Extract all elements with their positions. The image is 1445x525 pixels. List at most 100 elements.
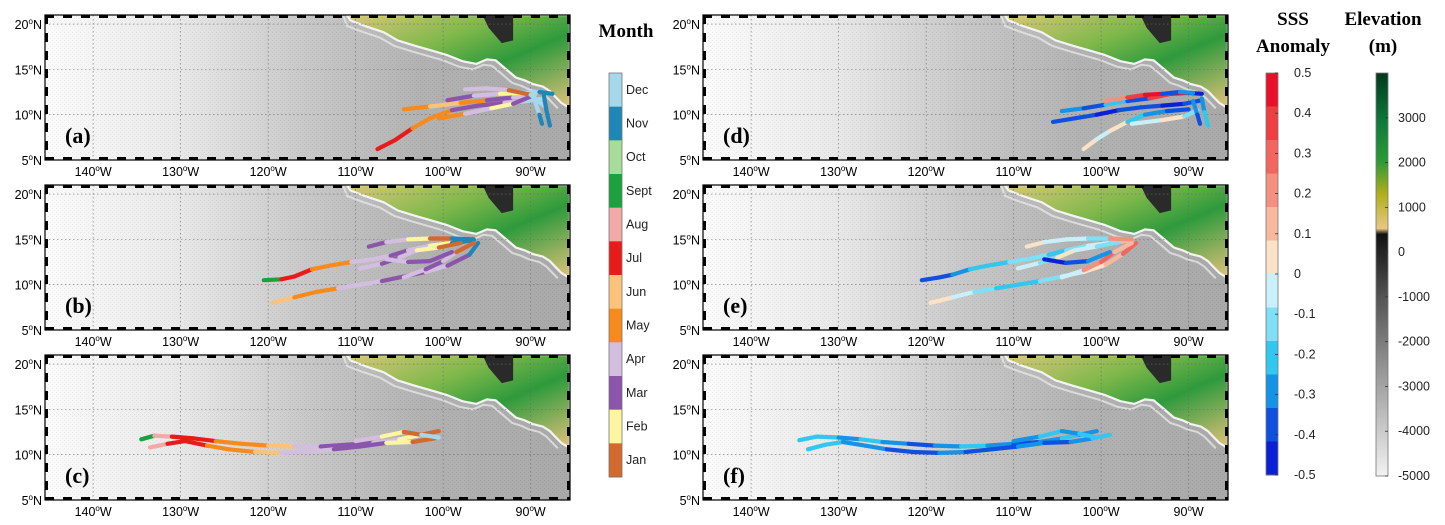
drifter-track-segment bbox=[454, 240, 476, 255]
lat-tick-label: 5oN bbox=[680, 153, 700, 168]
drifter-track-segment bbox=[541, 92, 549, 113]
drifter-track-segment bbox=[858, 437, 885, 445]
panel-label-d: (d) bbox=[723, 123, 750, 148]
drifter-track-segment bbox=[1046, 248, 1069, 257]
lat-tick-label: 5oN bbox=[680, 493, 700, 508]
month-colorbar-label: Dec bbox=[626, 83, 648, 97]
gulf-deep-water bbox=[1140, 15, 1172, 44]
drifter-track-segment bbox=[989, 444, 1021, 452]
drifter-track-segment bbox=[1094, 108, 1121, 117]
lat-tick-label: 10oN bbox=[15, 108, 42, 123]
drifter-track-segment bbox=[279, 449, 310, 455]
drifter-track-segment bbox=[1094, 128, 1113, 142]
sss-swatch bbox=[1266, 374, 1278, 409]
drifter-track-segment bbox=[1011, 434, 1043, 444]
lon-tick-label: 100oW bbox=[1083, 334, 1120, 349]
gulf-deep-water bbox=[482, 185, 514, 214]
lon-tick-label: 120oW bbox=[250, 164, 287, 179]
lat-tick-label: 15oN bbox=[15, 402, 42, 417]
drifter-track-segment bbox=[1098, 250, 1117, 265]
drifter-track-segment bbox=[379, 274, 406, 284]
month-colorbar-label: May bbox=[626, 319, 650, 333]
drifter-track-segment bbox=[436, 240, 463, 250]
drifter-track-segment bbox=[292, 267, 314, 279]
drifter-track-segment bbox=[1103, 98, 1130, 107]
drifter-track-segment bbox=[462, 86, 489, 92]
drifter-track-segment bbox=[1015, 260, 1043, 271]
drifter-track-segment bbox=[1059, 106, 1086, 114]
lon-tick-label: 130oW bbox=[820, 164, 857, 179]
drifter-track-segment bbox=[397, 248, 419, 260]
drifter-track-segment bbox=[1063, 259, 1091, 265]
drifter-track-segment bbox=[967, 263, 990, 272]
lon-tick-label: 140oW bbox=[733, 164, 770, 179]
elevation-colorbar-subtitle: (m) bbox=[1369, 36, 1397, 57]
drifter-track-segment bbox=[1107, 119, 1130, 134]
drifter-track-segment bbox=[1116, 105, 1143, 113]
sss-tick-label: -0.5 bbox=[1294, 468, 1316, 482]
drifter-track-segment bbox=[349, 257, 376, 265]
drifter-track-segment bbox=[985, 259, 1012, 268]
month-colorbar-label: Feb bbox=[626, 420, 648, 434]
drifter-track-segment bbox=[384, 237, 411, 245]
drifter-track-segment bbox=[1063, 236, 1091, 242]
map-panel-a: 140oW 130oW 120oW 110oW 100oW 90oW 20oN 15oN 10o… bbox=[15, 13, 572, 179]
drifter-track-segment bbox=[165, 439, 188, 446]
drifter-track-segment bbox=[139, 433, 157, 442]
drifter-track-segment bbox=[1081, 259, 1104, 273]
drifter-track-segment bbox=[928, 295, 955, 305]
drifter-track-segment bbox=[840, 439, 868, 448]
drifter-track-segment bbox=[814, 434, 841, 440]
lat-tick-label: 15oN bbox=[673, 62, 700, 77]
lon-tick-label: 90oW bbox=[516, 334, 546, 349]
drifter-tracks bbox=[139, 429, 441, 455]
drifter-track-segment bbox=[489, 101, 516, 111]
month-swatch bbox=[609, 409, 622, 444]
month-colorbar-label: Jun bbox=[626, 285, 646, 299]
lon-tick-label: 140oW bbox=[75, 504, 112, 519]
drifter-tracks bbox=[375, 86, 555, 152]
drifter-track-segment bbox=[1094, 240, 1121, 249]
month-swatch bbox=[609, 106, 622, 141]
lon-tick-label: 100oW bbox=[425, 164, 462, 179]
drifter-track-segment bbox=[1024, 240, 1047, 249]
lat-tick-label: 20oN bbox=[15, 357, 42, 372]
lat-tick-label: 10oN bbox=[15, 448, 42, 463]
lon-tick-label: 120oW bbox=[908, 504, 945, 519]
lon-tick-label: 110oW bbox=[338, 504, 374, 519]
drifter-track-segment bbox=[191, 436, 218, 444]
lon-tick-label: 90oW bbox=[516, 164, 546, 179]
drifter-track-segment bbox=[1103, 95, 1130, 104]
drifter-track-segment bbox=[1028, 252, 1051, 261]
drifter-track-segment bbox=[1164, 107, 1191, 114]
drifter-track-segment bbox=[910, 449, 942, 455]
drifter-track-segment bbox=[371, 253, 393, 262]
lon-tick-label: 120oW bbox=[250, 334, 287, 349]
month-swatch bbox=[609, 376, 622, 411]
month-swatch bbox=[609, 275, 622, 310]
drifter-track-segment bbox=[985, 441, 1016, 448]
land-mass bbox=[344, 13, 572, 111]
month-colorbar-label: Jul bbox=[626, 251, 642, 265]
lon-tick-label: 110oW bbox=[338, 334, 374, 349]
lat-tick-label: 10oN bbox=[673, 278, 700, 293]
drifter-track-segment bbox=[506, 88, 533, 97]
drifter-track-segment bbox=[406, 236, 433, 242]
drifter-track-segment bbox=[427, 250, 454, 264]
drifter-track-segment bbox=[366, 240, 389, 249]
lat-tick-label: 10oN bbox=[673, 108, 700, 123]
lon-tick-label: 110oW bbox=[996, 504, 1032, 519]
drifter-track-segment bbox=[1160, 89, 1183, 96]
sss-tick-label: -0.2 bbox=[1294, 347, 1316, 361]
map-panel-b: 140oW 130oW 120oW 110oW 100oW 90oW 20oN 15oN 10o… bbox=[15, 183, 572, 349]
drifter-track-segment bbox=[1081, 137, 1099, 152]
elevation-colorbar: Elevation (m) 3000 2000 1000 0 -1000 -2000 -3000… bbox=[1344, 9, 1430, 483]
drifter-track-segment bbox=[958, 443, 990, 449]
month-swatch bbox=[609, 73, 622, 108]
elevation-tick-label: -3000 bbox=[1398, 379, 1430, 393]
drifter-track-segment bbox=[1125, 112, 1148, 125]
drifter-track-segment bbox=[427, 108, 454, 121]
lon-tick-label: 140oW bbox=[75, 164, 112, 179]
lon-tick-label: 110oW bbox=[996, 164, 1032, 179]
